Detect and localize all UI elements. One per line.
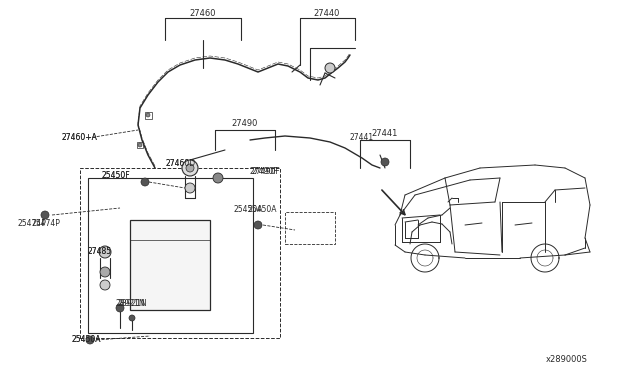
Text: 25450F: 25450F: [101, 170, 130, 180]
Bar: [145, 112, 152, 119]
Text: 25474P: 25474P: [17, 219, 47, 228]
Circle shape: [129, 315, 135, 321]
Bar: [80, 168, 280, 338]
Circle shape: [86, 336, 94, 344]
Circle shape: [100, 267, 110, 277]
Text: 27490: 27490: [232, 119, 258, 128]
Circle shape: [99, 246, 111, 258]
Circle shape: [186, 164, 194, 172]
Circle shape: [254, 221, 262, 229]
Text: 27460+A: 27460+A: [62, 134, 98, 142]
Text: 25450A: 25450A: [248, 205, 278, 215]
Circle shape: [41, 211, 49, 219]
Circle shape: [325, 63, 335, 73]
Text: 25450A: 25450A: [72, 336, 102, 344]
Circle shape: [116, 304, 124, 312]
Text: 27490F: 27490F: [252, 167, 280, 176]
Text: 27440: 27440: [314, 9, 340, 17]
Text: 25450A: 25450A: [233, 205, 263, 215]
Text: 27485: 27485: [88, 247, 112, 257]
Text: 27485: 27485: [88, 247, 112, 257]
Text: x289000S: x289000S: [546, 356, 588, 365]
Circle shape: [185, 183, 195, 193]
Text: 25450F: 25450F: [101, 170, 130, 180]
Text: 27460D: 27460D: [165, 158, 195, 167]
Bar: [285, 212, 335, 244]
Text: 25474P: 25474P: [32, 219, 61, 228]
Text: 27441: 27441: [350, 134, 374, 142]
Bar: [137, 142, 143, 148]
Circle shape: [146, 113, 150, 117]
Circle shape: [182, 160, 198, 176]
Text: 27460D: 27460D: [165, 158, 195, 167]
Text: 28921N: 28921N: [118, 298, 148, 308]
Circle shape: [381, 158, 389, 166]
Text: 27441: 27441: [372, 129, 398, 138]
Text: 27460: 27460: [189, 9, 216, 17]
Text: 25450A: 25450A: [72, 336, 102, 344]
Text: 28921N: 28921N: [115, 298, 145, 308]
Text: 27490F: 27490F: [250, 167, 278, 176]
Circle shape: [141, 178, 149, 186]
Circle shape: [213, 173, 223, 183]
Bar: [88, 178, 253, 333]
Text: 27460+A: 27460+A: [62, 134, 98, 142]
Circle shape: [138, 143, 142, 147]
Circle shape: [100, 280, 110, 290]
Bar: [130, 220, 210, 310]
